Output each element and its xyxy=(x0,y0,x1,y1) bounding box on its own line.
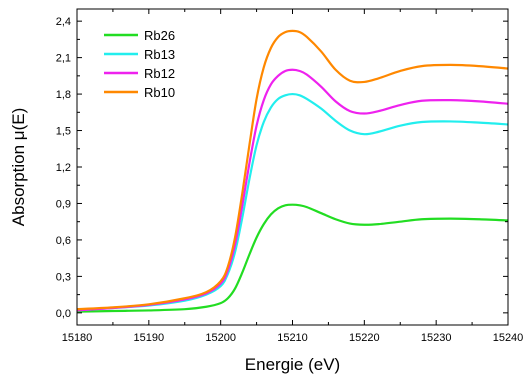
x-tick-label: 15180 xyxy=(62,332,93,344)
series-line-rb12 xyxy=(77,68,508,312)
x-tick-label: 15240 xyxy=(493,332,524,344)
y-axis-title: Absorption μ(E) xyxy=(9,108,28,226)
series-line-rb13 xyxy=(77,92,508,312)
legend-label: Rb13 xyxy=(144,47,175,62)
series-line-rb26 xyxy=(77,203,508,313)
y-tick-label: 1,8 xyxy=(56,89,71,101)
axes: 15180 15190 15200 15210 15220 15230 15240 0,0 0,… xyxy=(56,8,524,344)
y-tick-label: 2,1 xyxy=(56,53,71,65)
x-tick-label: 15190 xyxy=(134,332,165,344)
x-tick-label: 15220 xyxy=(349,332,380,344)
y-tick-label: 0,0 xyxy=(56,308,71,320)
legend-entry-rb10: Rb10 xyxy=(104,85,175,100)
x-tick-label: 15200 xyxy=(205,332,236,344)
legend: Rb26 Rb13 Rb12 Rb10 xyxy=(104,28,175,100)
y-tick-label: 0,9 xyxy=(56,198,71,210)
y-tick-label: 0,3 xyxy=(56,271,71,283)
x-tick-label: 15230 xyxy=(421,332,452,344)
plot-frame xyxy=(76,8,509,326)
legend-label: Rb10 xyxy=(144,85,175,100)
plot-area xyxy=(77,29,508,313)
x-tick-label: 15210 xyxy=(277,332,308,344)
legend-entry-rb13: Rb13 xyxy=(104,47,175,62)
y-tick-label: 0,6 xyxy=(56,235,71,247)
legend-entry-rb26: Rb26 xyxy=(104,28,175,43)
legend-entry-rb12: Rb12 xyxy=(104,66,175,81)
y-tick-label: 2,4 xyxy=(56,16,71,28)
legend-label: Rb26 xyxy=(144,28,175,43)
x-axis-title: Energie (eV) xyxy=(245,355,340,374)
y-tick-label: 1,5 xyxy=(56,126,71,138)
series-line-rb10 xyxy=(77,29,508,311)
y-tick-label: 1,2 xyxy=(56,162,71,174)
legend-label: Rb12 xyxy=(144,66,175,81)
